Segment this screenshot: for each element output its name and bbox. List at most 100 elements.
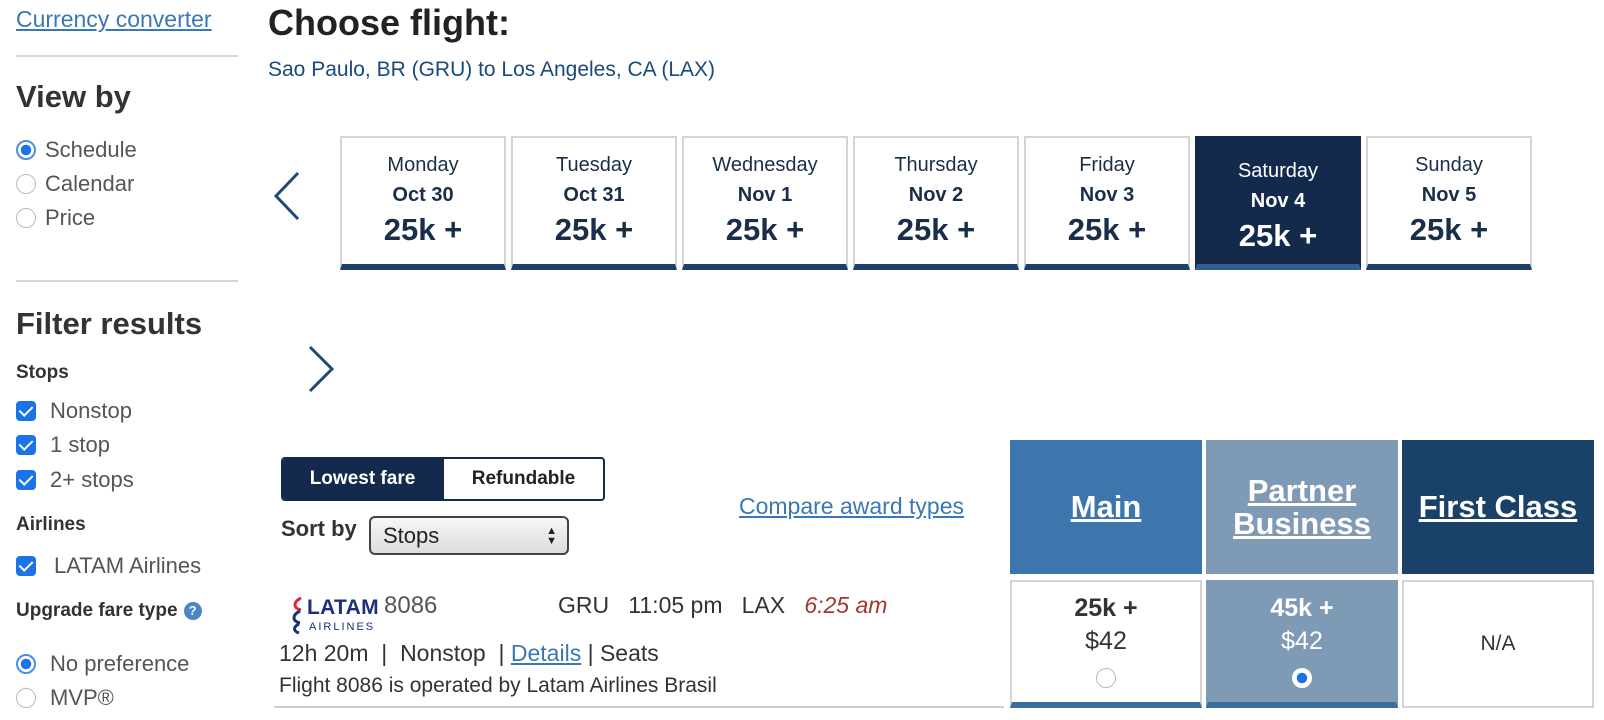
fare-usd: $42 [1281, 627, 1323, 655]
fare-column-main[interactable]: Main [1010, 440, 1202, 574]
day-name: Saturday [1237, 160, 1319, 182]
logo-subword: AIRLINES [309, 621, 376, 633]
seats-link[interactable]: Seats [599, 640, 659, 666]
view-by-price-option[interactable]: Price [16, 204, 95, 232]
option-label: Price [45, 205, 96, 230]
flight-duration: 12h 20m [279, 640, 369, 666]
day-thursday[interactable]: Thursday Nov 2 25k + [853, 136, 1019, 270]
refundable-tab[interactable]: Refundable [442, 459, 603, 499]
divider [16, 55, 238, 57]
day-monday[interactable]: Monday Oct 30 25k + [340, 136, 506, 270]
airlines-heading: Airlines [16, 514, 86, 535]
day-name: Sunday [1415, 154, 1483, 176]
schedule-radio[interactable] [16, 140, 36, 160]
chevron-left-icon[interactable] [272, 170, 302, 222]
option-label: Nonstop [50, 398, 132, 423]
currency-converter-link[interactable]: Currency converter [16, 6, 212, 32]
fare-not-available: N/A [1480, 632, 1516, 655]
sidebar: Currency converter View by Schedule Cale… [16, 0, 238, 720]
view-by-schedule-option[interactable]: Schedule [16, 136, 137, 164]
fare-cell-first-class: N/A [1402, 580, 1594, 708]
day-name: Monday [387, 154, 459, 176]
fare-cell-main[interactable]: 25k + $42 [1010, 580, 1202, 708]
stops-1-stop-filter[interactable]: 1 stop [16, 431, 110, 459]
view-by-heading: View by [16, 79, 131, 114]
fare-points: 25k + [1074, 594, 1138, 622]
day-saturday-selected[interactable]: Saturday Nov 4 25k + [1195, 136, 1361, 270]
day-date: Nov 1 [737, 184, 793, 206]
day-date: Nov 4 [1250, 190, 1306, 212]
day-date: Nov 2 [908, 184, 964, 206]
stops-heading: Stops [16, 362, 69, 383]
chevron-right-icon[interactable] [306, 344, 336, 394]
option-label: 1 stop [50, 432, 110, 457]
route-text: Sao Paulo, BR (GRU) to Los Angeles, CA (… [268, 58, 716, 81]
sort-value: Stops [383, 522, 440, 548]
option-label: LATAM Airlines [54, 553, 202, 578]
stops-nonstop-filter[interactable]: Nonstop [16, 397, 132, 425]
latam-logo-mark-icon [292, 596, 302, 635]
fare-radio[interactable] [1096, 668, 1116, 688]
fare-points: 45k + [1270, 594, 1334, 622]
option-label: Schedule [45, 137, 137, 162]
mvp-radio[interactable] [16, 688, 36, 708]
depart-time: 11:05 pm [628, 592, 723, 618]
details-link[interactable]: Details [510, 640, 582, 666]
day-date: Oct 30 [392, 184, 454, 206]
filter-results-heading: Filter results [16, 306, 203, 341]
day-wednesday[interactable]: Wednesday Nov 1 25k + [682, 136, 848, 270]
day-name: Thursday [894, 154, 978, 176]
fare-type-toggle: Lowest fare Refundable [281, 457, 605, 501]
day-name: Friday [1079, 154, 1135, 176]
row-divider [274, 706, 1004, 708]
flight-meta: 12h 20m | Nonstop | Details | Seats [279, 640, 659, 666]
day-price: 25k + [1238, 218, 1318, 253]
latam-checkbox[interactable] [16, 556, 36, 576]
day-price: 25k + [725, 212, 805, 247]
two-plus-stops-checkbox[interactable] [16, 470, 36, 490]
one-stop-checkbox[interactable] [16, 435, 36, 455]
day-sunday[interactable]: Sunday Nov 5 25k + [1366, 136, 1532, 270]
day-price: 25k + [383, 212, 463, 247]
fare-cell-partner-business-selected[interactable]: 45k + $42 [1206, 580, 1398, 708]
compare-award-types-link[interactable]: Compare award types [739, 493, 964, 519]
select-arrows-icon: ▲ ▼ [546, 525, 557, 547]
day-name: Wednesday [712, 154, 818, 176]
nonstop-checkbox[interactable] [16, 401, 36, 421]
view-by-calendar-option[interactable]: Calendar [16, 170, 134, 198]
day-date: Oct 31 [563, 184, 625, 206]
operated-by-text: Flight 8086 is operated by Latam Airline… [279, 674, 717, 697]
fare-column-first-class[interactable]: First Class [1402, 440, 1594, 574]
day-price: 25k + [896, 212, 976, 247]
day-name: Tuesday [556, 154, 632, 176]
latam-airlines-logo: LATAM AIRLINES [287, 594, 379, 636]
calendar-radio[interactable] [16, 174, 36, 194]
divider [16, 280, 238, 282]
upgrade-fare-type-heading: Upgrade fare type? [16, 600, 202, 622]
day-friday[interactable]: Friday Nov 3 25k + [1024, 136, 1190, 270]
lowest-fare-tab[interactable]: Lowest fare [283, 459, 442, 499]
origin-code: GRU [558, 592, 610, 618]
sort-by-select[interactable]: Stops ▲ ▼ [369, 516, 569, 555]
page-title: Choose flight: [268, 2, 510, 43]
stops-2plus-filter[interactable]: 2+ stops [16, 466, 134, 494]
help-icon[interactable]: ? [183, 602, 202, 620]
sort-by-label: Sort by [281, 516, 357, 541]
arrive-time: 6:25 am [804, 592, 888, 618]
upgrade-no-preference-option[interactable]: No preference [16, 650, 189, 678]
destination-code: LAX [741, 592, 786, 618]
price-radio[interactable] [16, 208, 36, 228]
upgrade-mvp-option[interactable]: MVP® [16, 684, 114, 712]
option-label: MVP® [50, 685, 114, 710]
day-tuesday[interactable]: Tuesday Oct 31 25k + [511, 136, 677, 270]
fare-radio[interactable] [1292, 668, 1312, 688]
airline-latam-filter[interactable]: LATAM Airlines [16, 552, 201, 580]
fare-column-partner-business[interactable]: Partner Business [1206, 440, 1398, 574]
option-label: Calendar [45, 171, 135, 196]
day-date: Nov 3 [1079, 184, 1135, 206]
flight-number: 8086 [384, 592, 438, 619]
no-preference-radio[interactable] [16, 654, 36, 674]
option-label: 2+ stops [50, 467, 134, 492]
flight-times: GRU 11:05 pm LAX 6:25 am [558, 592, 887, 619]
day-date: Nov 5 [1421, 184, 1477, 206]
